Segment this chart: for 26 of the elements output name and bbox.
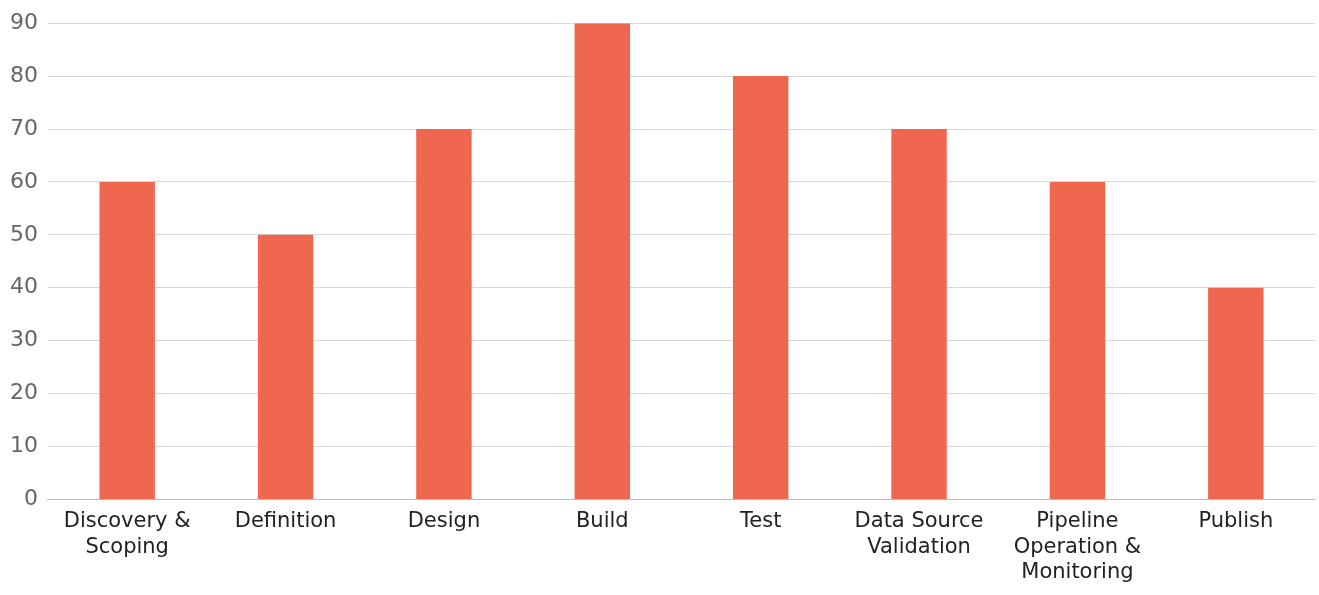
y-tick-label: 30 bbox=[9, 326, 38, 352]
y-tick-label: 90 bbox=[9, 8, 38, 34]
y-tick-label: 40 bbox=[9, 273, 38, 299]
bar bbox=[416, 129, 472, 499]
x-tick-label: Test bbox=[739, 508, 782, 533]
bar bbox=[1208, 287, 1264, 499]
bar bbox=[891, 129, 947, 499]
y-tick-label: 10 bbox=[9, 432, 38, 458]
x-tick-label: Discovery & Scoping bbox=[63, 508, 191, 558]
y-tick-label: 50 bbox=[9, 220, 38, 246]
bar bbox=[732, 76, 789, 499]
y-tick-label: 70 bbox=[9, 114, 38, 140]
x-tick-label: Design bbox=[407, 508, 481, 533]
x-tick-label: Publish bbox=[1198, 508, 1274, 533]
y-tick-label: 0 bbox=[23, 485, 38, 511]
x-tick-label: Build bbox=[575, 508, 629, 533]
x-tick-label: Data Source Validation bbox=[854, 508, 984, 558]
bar bbox=[1049, 181, 1106, 499]
y-tick-label: 20 bbox=[9, 379, 38, 405]
bar bbox=[574, 23, 631, 499]
bar bbox=[257, 234, 314, 499]
x-tick-label: Pipeline Operation & Monitoring bbox=[1013, 508, 1142, 583]
bar bbox=[99, 181, 155, 499]
x-tick-label: Definition bbox=[234, 508, 337, 533]
y-tick-label: 80 bbox=[9, 61, 38, 87]
y-tick-label: 60 bbox=[9, 167, 38, 193]
